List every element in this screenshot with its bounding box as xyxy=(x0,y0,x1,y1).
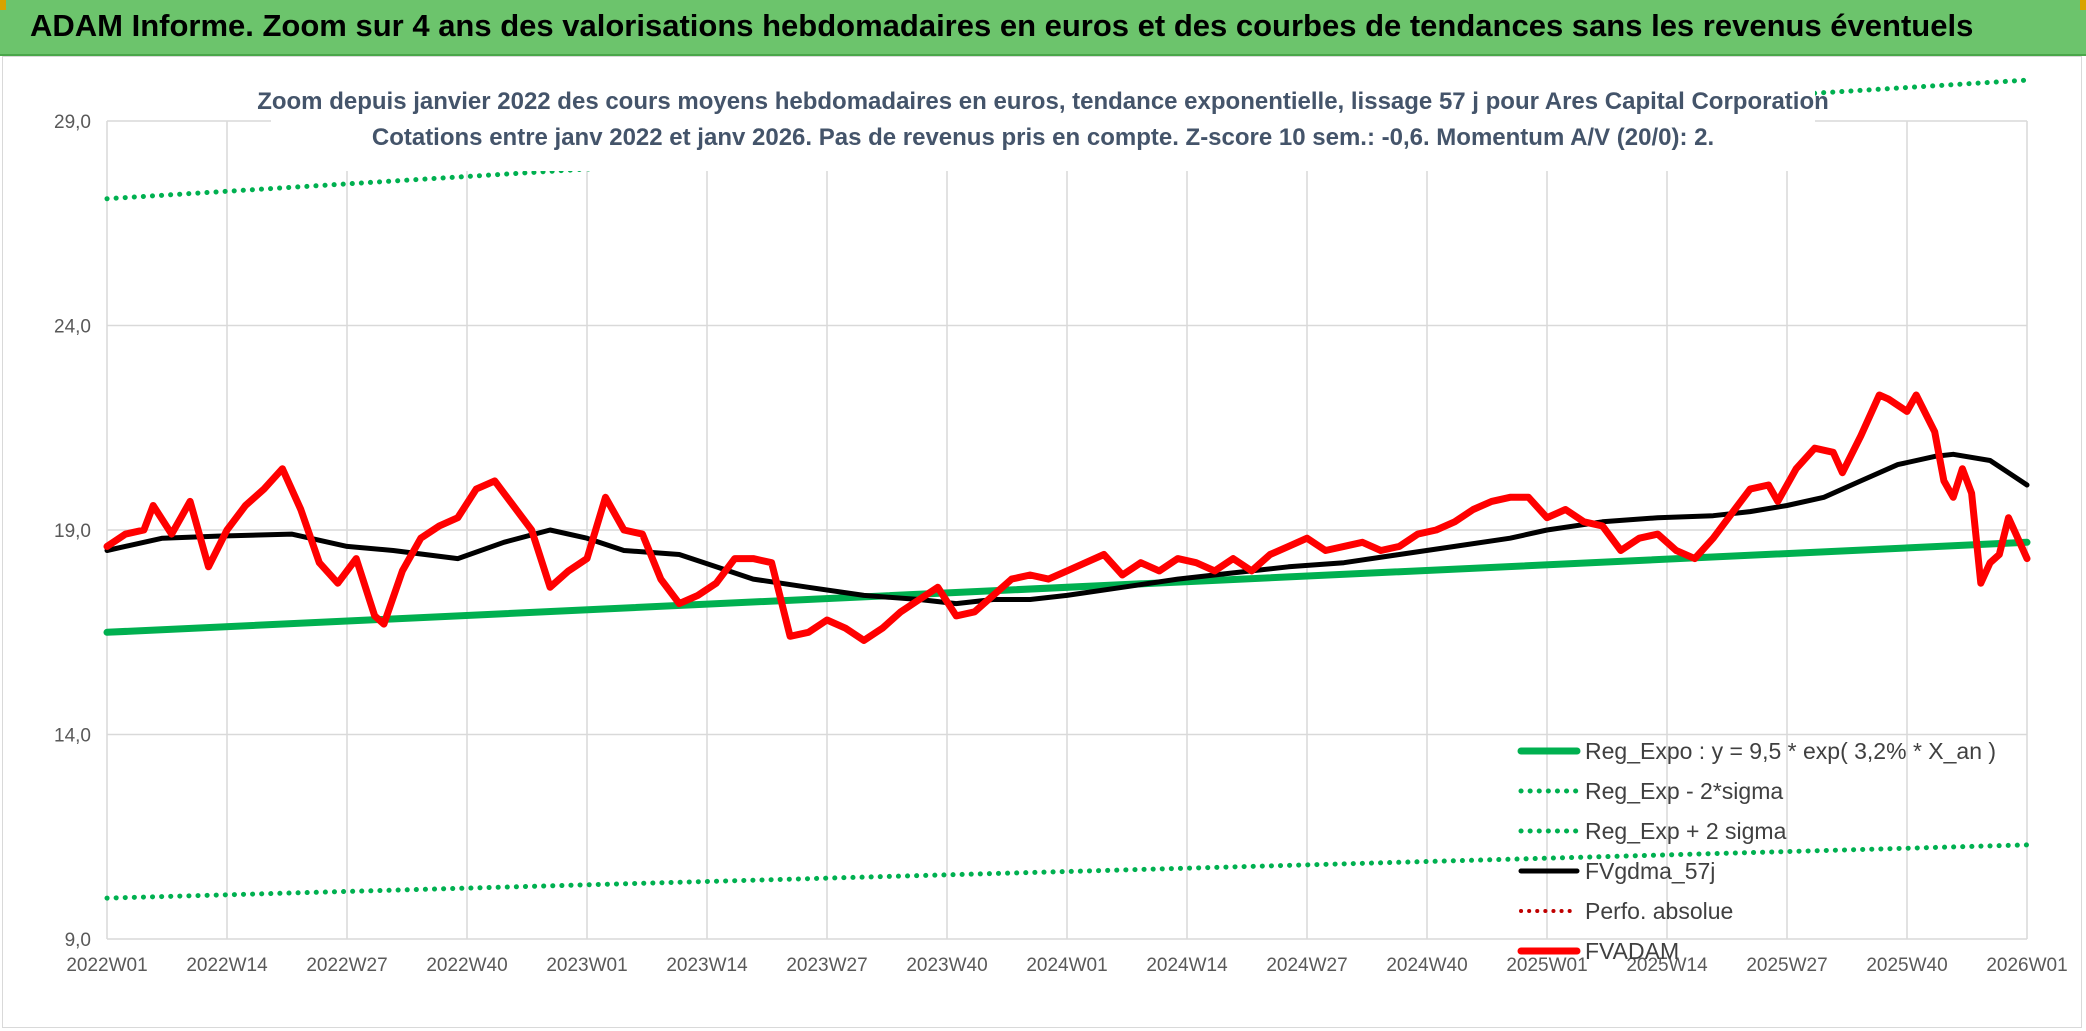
gridlines xyxy=(106,120,2028,940)
legend-entry: Perfo. absolue xyxy=(1585,898,1733,924)
series-line-solid-red xyxy=(103,391,2031,644)
report-title: ADAM Informe. Zoom sur 4 ans des valoris… xyxy=(30,8,1974,43)
x-tick-label: 2025W14 xyxy=(1626,955,1708,976)
y-tick-label: 19,0 xyxy=(54,521,91,542)
x-tick-label: 2024W14 xyxy=(1146,955,1228,976)
x-tick-label: 2024W01 xyxy=(1026,955,1107,976)
y-tick-label: 29,0 xyxy=(54,112,91,133)
chart-title: Zoom depuis janvier 2022 des cours moyen… xyxy=(257,88,1829,115)
x-tick-label: 2022W14 xyxy=(186,955,268,976)
legend-entry: FVgdma_57j xyxy=(1585,858,1715,884)
x-tick-label: 2022W27 xyxy=(306,955,387,976)
chart-title-block: Zoom depuis janvier 2022 des cours moyen… xyxy=(257,79,1829,171)
y-tick-label: 14,0 xyxy=(54,726,91,747)
x-tick-label: 2025W01 xyxy=(1506,955,1587,976)
legend-entry: FVADAM xyxy=(1585,938,1679,964)
report-banner: ADAM Informe. Zoom sur 4 ans des valoris… xyxy=(0,0,2086,56)
x-tick-label: 2022W01 xyxy=(66,955,147,976)
legend: Reg_Expo : y = 9,5 * exp( 3,2% * X_an ) R… xyxy=(1517,738,1996,964)
series-line-solid-green xyxy=(103,538,2031,636)
price-chart: 9,0 14,0 19,0 24,0 29,0 2022W01 2022W14 2022W27… xyxy=(54,77,2068,976)
axis-labels: 9,0 14,0 19,0 24,0 29,0 2022W01 2022W14 2022W27… xyxy=(54,112,2068,976)
series-line-dotted-green xyxy=(104,842,2030,901)
legend-entry: Reg_Expo : y = 9,5 * exp( 3,2% * X_an ) xyxy=(1585,738,1996,764)
y-tick-label: 24,0 xyxy=(54,317,91,338)
title-background xyxy=(271,79,1815,171)
legend-entry: Reg_Exp + 2 sigma xyxy=(1585,818,1787,844)
x-tick-label: 2026W01 xyxy=(1986,955,2067,976)
series-line-solid-black xyxy=(104,451,2030,607)
y-tick-label: 9,0 xyxy=(65,930,91,951)
x-tick-label: 2022W40 xyxy=(426,955,507,976)
corner-marker-left xyxy=(0,0,6,10)
chart-subtitle: Cotations entre janv 2022 et janv 2026. … xyxy=(372,124,1714,151)
x-tick-label: 2025W27 xyxy=(1746,955,1827,976)
x-tick-label: 2023W40 xyxy=(906,955,987,976)
legend-entry: Reg_Exp - 2*sigma xyxy=(1585,778,1783,804)
x-tick-label: 2023W27 xyxy=(786,955,867,976)
x-tick-label: 2025W40 xyxy=(1866,955,1947,976)
x-tick-label: 2023W01 xyxy=(546,955,627,976)
x-tick-label: 2023W14 xyxy=(666,955,748,976)
corner-marker-right xyxy=(2080,0,2086,10)
x-tick-label: 2024W27 xyxy=(1266,955,1347,976)
x-tick-label: 2024W40 xyxy=(1386,955,1467,976)
chart-area: 9,0 14,0 19,0 24,0 29,0 2022W01 2022W14 2022W27… xyxy=(2,56,2082,1028)
